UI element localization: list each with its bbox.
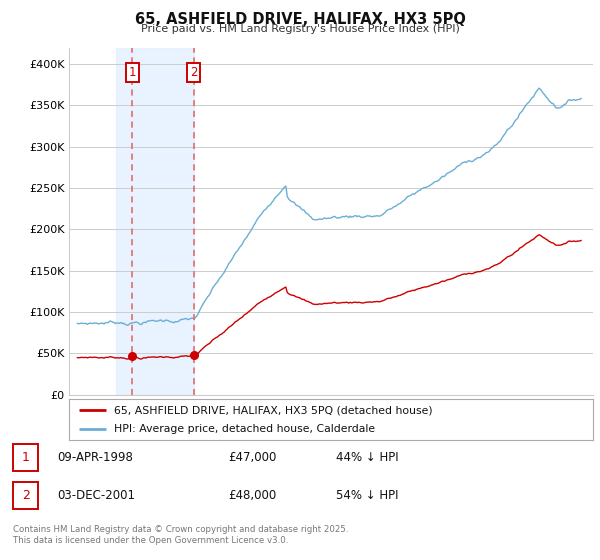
Bar bbox=[116, 48, 194, 395]
Text: 54% ↓ HPI: 54% ↓ HPI bbox=[336, 489, 398, 502]
Text: 03-DEC-2001: 03-DEC-2001 bbox=[57, 489, 135, 502]
Text: HPI: Average price, detached house, Calderdale: HPI: Average price, detached house, Cald… bbox=[113, 424, 374, 433]
Text: £48,000: £48,000 bbox=[228, 489, 276, 502]
Text: Contains HM Land Registry data © Crown copyright and database right 2025.
This d: Contains HM Land Registry data © Crown c… bbox=[13, 525, 349, 545]
Text: 44% ↓ HPI: 44% ↓ HPI bbox=[336, 451, 398, 464]
Text: 2: 2 bbox=[190, 66, 197, 79]
Text: 1: 1 bbox=[128, 66, 136, 79]
Text: 65, ASHFIELD DRIVE, HALIFAX, HX3 5PQ (detached house): 65, ASHFIELD DRIVE, HALIFAX, HX3 5PQ (de… bbox=[113, 405, 432, 415]
Text: 2: 2 bbox=[22, 489, 30, 502]
FancyBboxPatch shape bbox=[13, 444, 38, 471]
Text: £47,000: £47,000 bbox=[228, 451, 277, 464]
FancyBboxPatch shape bbox=[13, 482, 38, 509]
Text: 65, ASHFIELD DRIVE, HALIFAX, HX3 5PQ: 65, ASHFIELD DRIVE, HALIFAX, HX3 5PQ bbox=[134, 12, 466, 27]
Text: 09-APR-1998: 09-APR-1998 bbox=[57, 451, 133, 464]
Text: 1: 1 bbox=[22, 451, 30, 464]
Text: Price paid vs. HM Land Registry's House Price Index (HPI): Price paid vs. HM Land Registry's House … bbox=[140, 24, 460, 34]
